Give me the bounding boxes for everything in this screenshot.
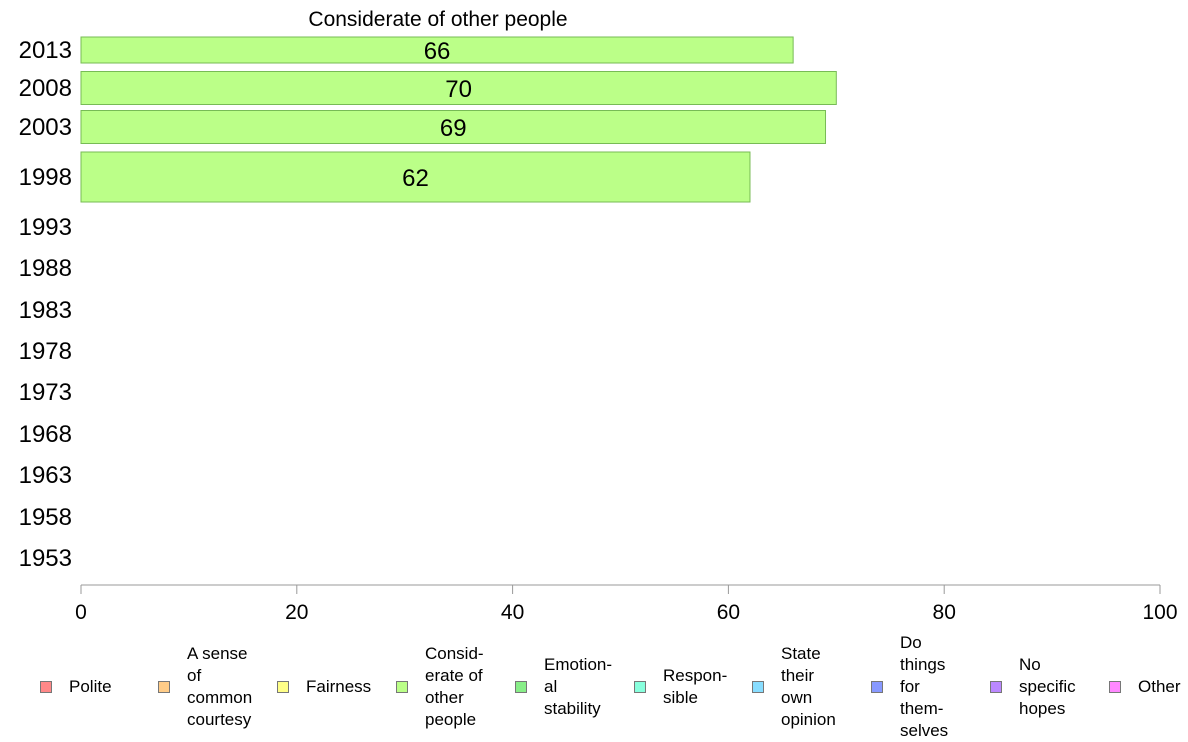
legend-swatch — [990, 681, 1002, 693]
legend-swatch — [158, 681, 170, 693]
legend-swatch — [752, 681, 764, 693]
y-tick-label: 1973 — [19, 379, 72, 406]
legend-swatch — [871, 681, 883, 693]
x-tick-label: 100 — [1142, 601, 1177, 624]
bar-value-label: 69 — [440, 115, 467, 142]
y-tick-label: 2008 — [19, 75, 72, 102]
legend-item: Respon- sible — [634, 665, 727, 709]
legend-label: A sense of common courtesy — [187, 644, 253, 729]
legend-label: Other — [1138, 677, 1181, 696]
y-axis-labels: 2013 2008 2003 1998 1993 1988 1983 1978 1973 1968… — [19, 37, 72, 572]
y-tick-label: 1993 — [19, 214, 72, 241]
legend-swatch — [515, 681, 527, 693]
legend-item: State their own opinion — [752, 643, 836, 731]
legend-item: Polite — [40, 676, 112, 698]
legend-label: No specific hopes — [1019, 655, 1076, 718]
legend-item: Consid- erate of other people — [396, 643, 484, 731]
bars-group: 66 70 69 62 — [80, 36, 837, 203]
y-tick-label: 1968 — [19, 421, 72, 448]
legend-item: No specific hopes — [990, 654, 1076, 720]
legend-label: Consid- erate of other people — [425, 644, 484, 729]
legend-item: Emotion- al stability — [515, 654, 612, 720]
y-tick-label: 1958 — [19, 504, 72, 531]
legend-swatch — [396, 681, 408, 693]
bar — [80, 71, 837, 105]
legend-swatch — [40, 681, 52, 693]
bar-value-label: 66 — [424, 38, 451, 65]
legend: Polite A sense of common courtesy Fairness… — [0, 633, 1188, 740]
legend-label: State their own opinion — [781, 644, 836, 729]
legend-label: Fairness — [306, 677, 372, 696]
legend-swatch — [1109, 681, 1121, 693]
y-tick-label: 2003 — [19, 114, 72, 141]
y-tick-label: 2013 — [19, 37, 72, 64]
x-axis: 0 20 40 60 80 100 — [75, 584, 1178, 624]
y-tick-label: 1963 — [19, 462, 72, 489]
legend-swatch — [277, 681, 289, 693]
chart-title: Considerate of other people — [308, 8, 567, 31]
legend-swatch — [634, 681, 646, 693]
bar-value-label: 62 — [402, 165, 429, 192]
bar — [80, 36, 794, 64]
x-tick-label: 40 — [501, 601, 524, 624]
legend-item: A sense of common courtesy — [158, 643, 252, 731]
legend-label: Respon- sible — [663, 666, 728, 707]
legend-item: Do things for them- selves — [871, 632, 948, 742]
y-tick-label: 1988 — [19, 255, 72, 282]
bar — [80, 151, 751, 203]
legend-item: Fairness — [277, 676, 371, 698]
legend-item: Other — [1109, 676, 1181, 698]
y-tick-label: 1998 — [19, 164, 72, 191]
legend-label: Polite — [69, 677, 112, 696]
legend-label: Emotion- al stability — [544, 655, 613, 718]
y-tick-label: 1983 — [19, 297, 72, 324]
x-tick-label: 20 — [285, 601, 308, 624]
y-tick-label: 1953 — [19, 545, 72, 572]
x-tick-label: 60 — [717, 601, 740, 624]
x-tick-label: 80 — [933, 601, 956, 624]
bar-value-label: 70 — [445, 76, 472, 103]
x-tick-label: 0 — [75, 601, 87, 624]
y-tick-label: 1978 — [19, 338, 72, 365]
legend-label: Do things for them- selves — [900, 633, 949, 740]
bar — [80, 110, 827, 144]
